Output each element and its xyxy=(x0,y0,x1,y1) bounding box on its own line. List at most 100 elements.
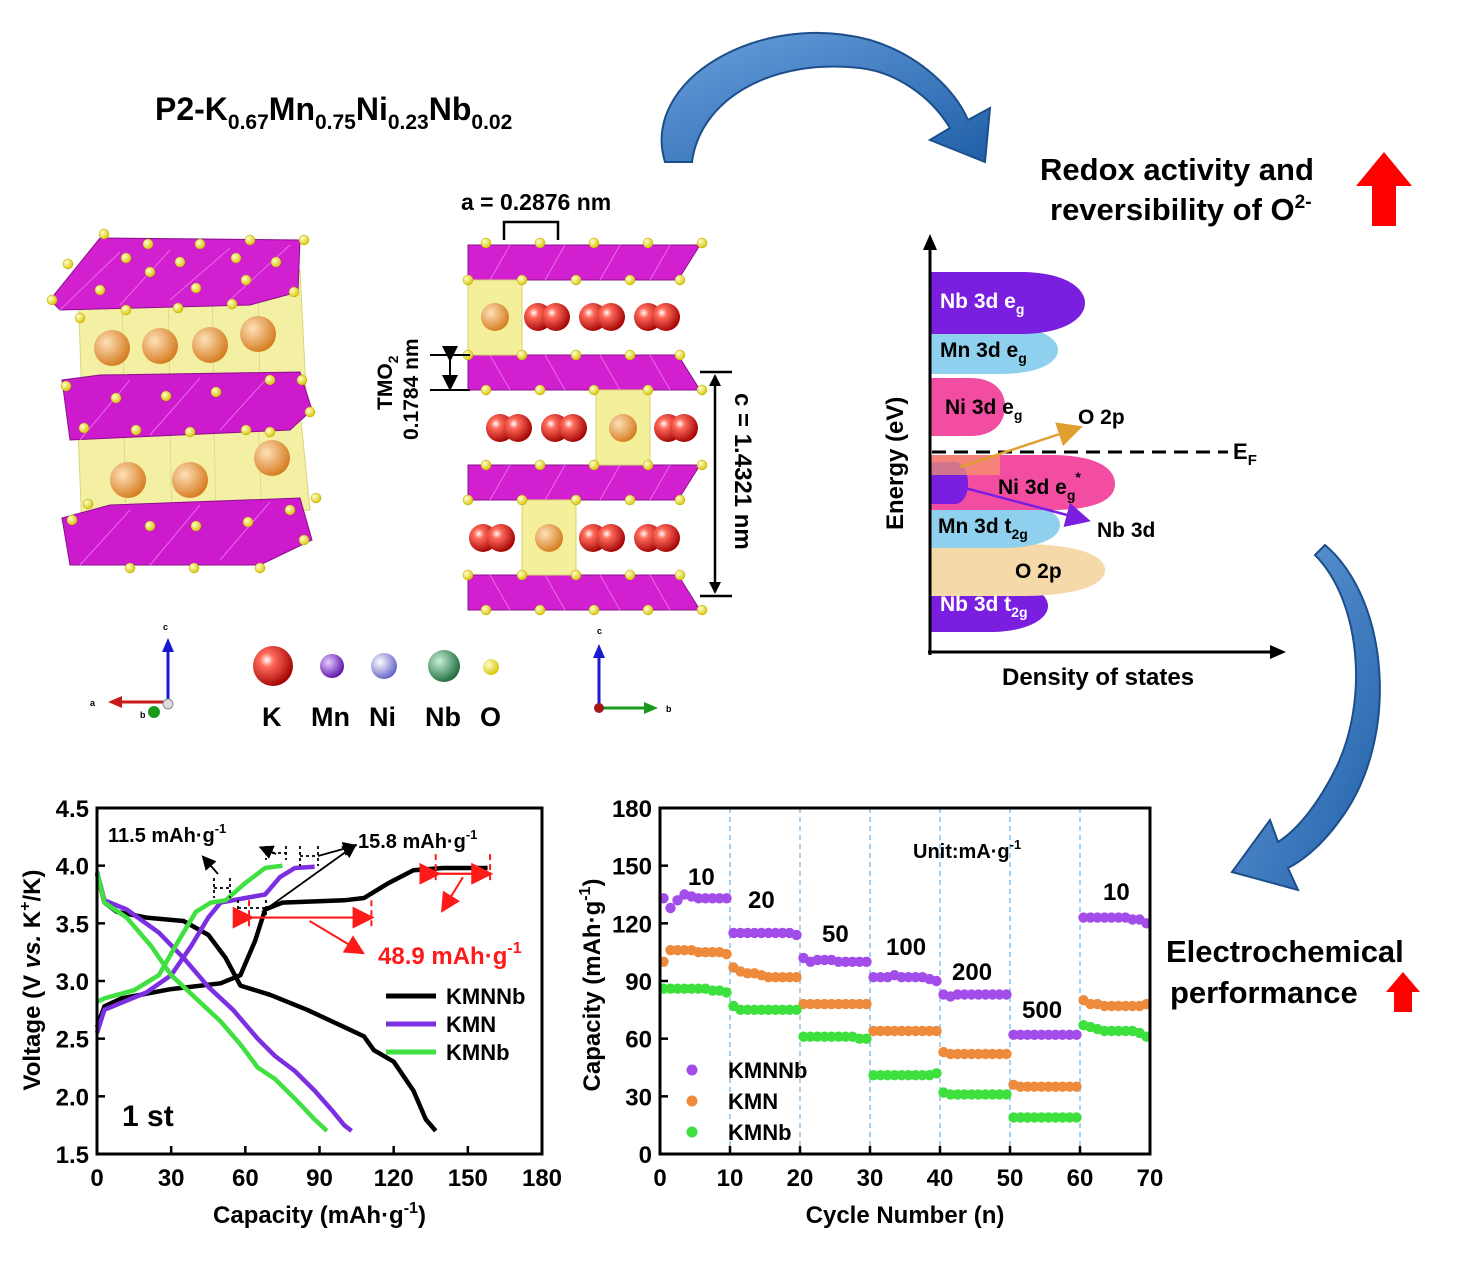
formula-title: P2-K0.67Mn0.75Ni0.23Nb0.02 xyxy=(155,91,512,134)
chart1-xtick-label: 180 xyxy=(522,1165,562,1192)
chart2-rate-label: 10 xyxy=(1103,879,1130,906)
series-kmnb-discharge-curve xyxy=(94,870,329,1133)
chart1-annotation-arrow xyxy=(258,845,277,859)
chart2-legend-swatch-kmn xyxy=(686,1095,698,1107)
chart2-rate-label: 200 xyxy=(952,959,992,986)
point-kmnb xyxy=(861,1033,872,1044)
svg-text:K: K xyxy=(262,702,282,732)
redox-heading-line2: reversibility of O2- xyxy=(1050,192,1312,227)
chart2-ytick-label: 30 xyxy=(625,1084,652,1111)
chart1-xtick-label: 60 xyxy=(232,1165,259,1192)
chart1-ytick-label: 2.0 xyxy=(56,1084,89,1111)
chart2-legend-swatch-kmnnb xyxy=(686,1064,698,1076)
chart1-xtick-label: 90 xyxy=(306,1165,333,1192)
chart2-xtick-label: 50 xyxy=(997,1165,1024,1192)
atom-mn-swatch xyxy=(320,654,344,678)
electro-heading-line1: Electrochemical xyxy=(1166,934,1404,969)
point-kmnnb xyxy=(1001,989,1012,1000)
up-arrow-icon xyxy=(1356,152,1412,226)
chart1-annotation: 11.5 mAh·g-1 xyxy=(108,821,226,847)
chart1-xtick-label: 120 xyxy=(374,1165,414,1192)
point-kmnnb xyxy=(1071,1029,1082,1041)
voltage-capacity-chart: 0 30 60 90 120 150 180 1.5 2.0 2.5 3.0 3.5 4.0 4.5 Cap… xyxy=(17,796,562,1229)
atom-nb-swatch xyxy=(428,650,460,682)
point-kmnnb xyxy=(791,929,802,941)
dos-band-ni3d-eg xyxy=(930,378,1005,436)
chart1-legend-label-kmn: KMN xyxy=(446,1012,496,1037)
electro-heading-line2: performance xyxy=(1170,975,1358,1010)
chart2-legend-label-kmnnb: KMNNb xyxy=(728,1058,807,1083)
lattice-c-label: c = 1.4321 nm xyxy=(729,393,756,550)
chart2-xtick-label: 10 xyxy=(717,1165,744,1192)
curved-arrow-right xyxy=(1230,543,1381,892)
curved-arrow-top xyxy=(660,31,992,164)
dos-band-mn3d-t2g xyxy=(930,502,1060,548)
svg-text:Mn 3d t2g: Mn 3d t2g xyxy=(938,515,1028,542)
tmo2-value: 0.1784 nm xyxy=(400,338,423,440)
axis-triad-right: c b xyxy=(593,626,672,714)
chart1-annotation: 15.8 mAh·g-1 xyxy=(358,827,477,853)
chart2-rate-label: 100 xyxy=(886,934,926,961)
chart2-unit-label: Unit:mA·g-1 xyxy=(913,837,1021,863)
point-kmn xyxy=(931,1025,942,1037)
chart2-ytick-label: 60 xyxy=(625,1027,652,1054)
density-of-states-diagram: EF Nb 3d eg Mn 3d eg Ni 3d eg Ni 3d eg* … xyxy=(882,234,1286,691)
point-kmnnb xyxy=(931,975,942,987)
chart1-plateau-bracket xyxy=(265,846,287,860)
svg-text:b: b xyxy=(140,710,146,720)
svg-text:Ni: Ni xyxy=(369,702,396,732)
svg-text:a: a xyxy=(90,698,96,708)
point-kmnnb xyxy=(721,893,732,904)
chart1-annotation-arrow xyxy=(317,841,358,857)
svg-text:O 2p: O 2p xyxy=(1015,560,1062,583)
chart2-ytick-label: 180 xyxy=(612,796,652,823)
chart1-ytick-label: 4.0 xyxy=(56,854,89,881)
atom-k-swatch xyxy=(253,646,293,686)
chart1-ytick-label: 2.5 xyxy=(56,1027,89,1054)
chart2-xtick-label: 0 xyxy=(653,1165,666,1192)
chart1-ytick-label: 3.0 xyxy=(56,969,89,996)
svg-text:O 2p: O 2p xyxy=(1078,406,1125,429)
chart2-xtick-label: 70 xyxy=(1137,1165,1164,1192)
chart1-cycle-label: 1 st xyxy=(122,1100,174,1133)
point-kmnb xyxy=(1001,1089,1012,1100)
chart1-xlabel: Capacity (mAh·g-1) xyxy=(213,1200,426,1229)
chart2-legend-label-kmn: KMN xyxy=(728,1089,778,1114)
point-kmn xyxy=(791,972,802,983)
point-kmnb xyxy=(791,1004,802,1015)
axis-triad-left: c a b xyxy=(90,622,174,720)
redox-heading-line1: Redox activity and xyxy=(1040,152,1314,187)
chart1-xtick-label: 150 xyxy=(448,1165,488,1192)
point-kmn xyxy=(1001,1048,1012,1060)
atom-o-swatch xyxy=(483,659,499,675)
crystal-structure-3d xyxy=(46,228,322,574)
chart2-xtick-label: 40 xyxy=(927,1165,954,1192)
chart1-xtick-label: 0 xyxy=(90,1165,103,1192)
point-kmnnb xyxy=(672,895,683,906)
chart2-legend-swatch-kmnb xyxy=(686,1126,698,1138)
svg-text:Nb 3d eg: Nb 3d eg xyxy=(940,290,1024,317)
crystal-structure-layered: a = 0.2876 nm TMO2 0.1784 nm c = 1.4321 … xyxy=(374,189,756,616)
chart1-legend-label-kmnnb: KMNNb xyxy=(446,984,525,1009)
dos-band-o2p xyxy=(930,544,1105,596)
chart2-rate-label: 20 xyxy=(748,887,775,914)
dos-ylabel: Energy (eV) xyxy=(882,397,909,530)
point-kmnnb xyxy=(861,956,872,967)
point-kmnb xyxy=(931,1068,942,1079)
dos-xlabel: Density of states xyxy=(1002,664,1194,691)
chart1-red-pointer xyxy=(309,920,365,955)
chart1-plateau-bracket xyxy=(213,878,231,898)
chart2-ytick-label: 120 xyxy=(612,911,652,938)
chart2-ylabel: Capacity (mAh·g-1) xyxy=(577,879,606,1092)
chart2-ytick-label: 90 xyxy=(625,969,652,996)
svg-text:Nb 3d t2g: Nb 3d t2g xyxy=(940,593,1028,620)
chart2-rate-label: 50 xyxy=(822,921,849,948)
chart1-ytick-label: 4.5 xyxy=(56,796,89,823)
rate-capability-chart: 0 10 20 30 40 50 60 70 0 30 60 90 120 150 180 Cycle Num… xyxy=(577,796,1163,1229)
svg-text:Nb: Nb xyxy=(425,702,461,732)
series-kmnb-charge-curve xyxy=(96,863,283,1004)
svg-text:c: c xyxy=(163,622,168,632)
series-kmn-charge-curve xyxy=(94,864,315,1034)
svg-text:Ni 3d eg*: Ni 3d eg* xyxy=(998,469,1081,503)
